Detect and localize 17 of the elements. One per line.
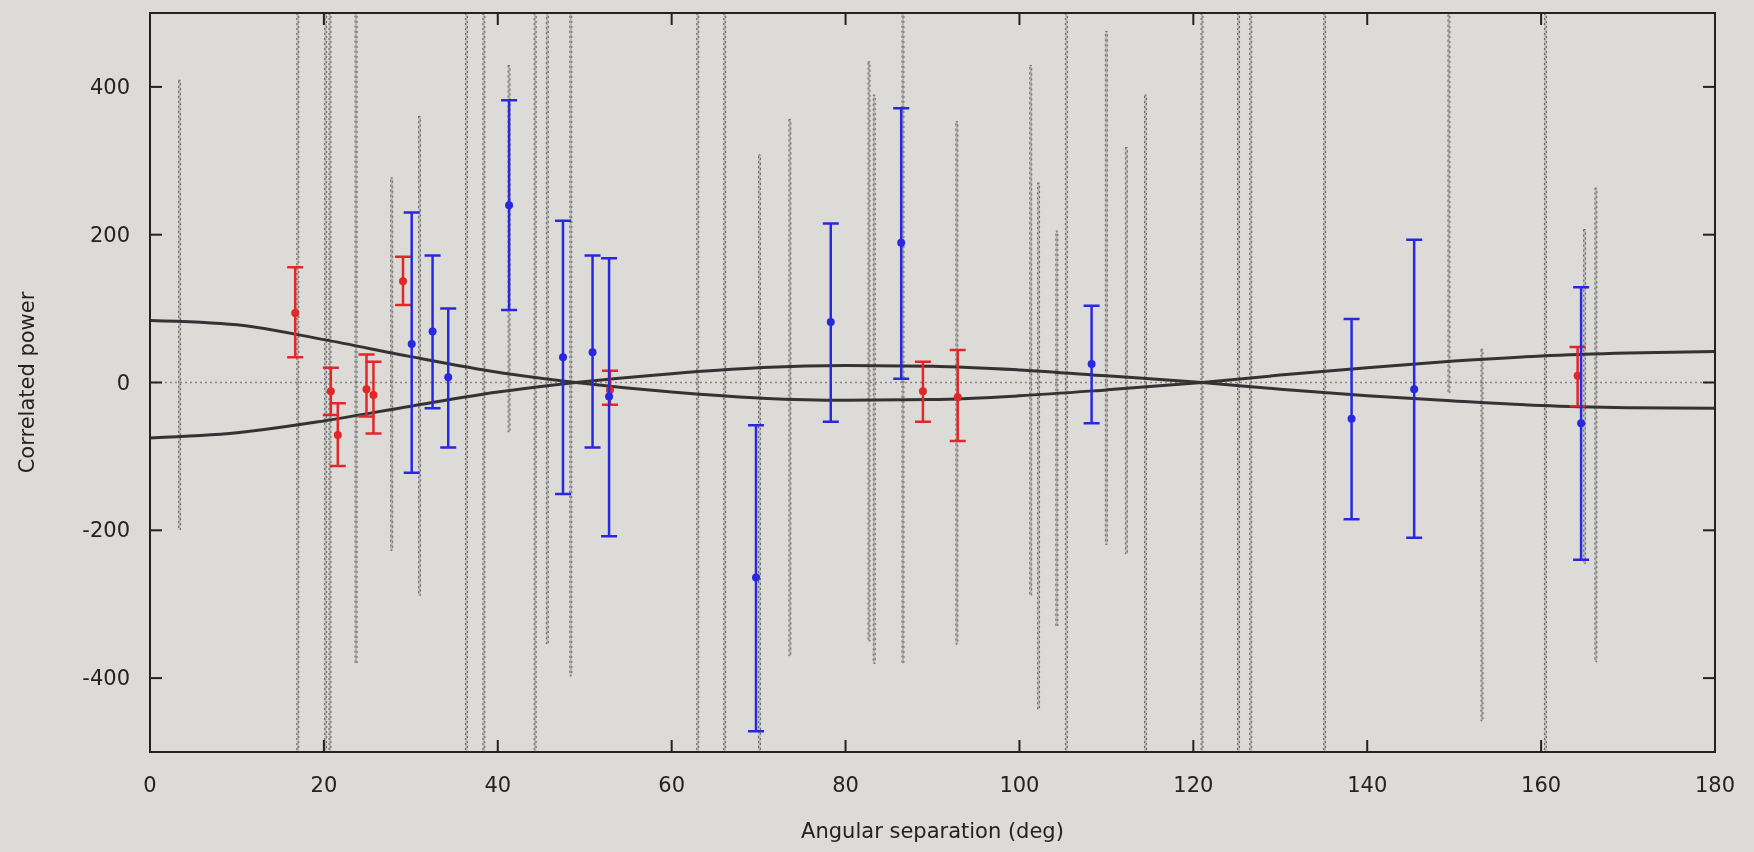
x-tick-label: 40: [484, 773, 512, 797]
y-tick-label: -200: [82, 518, 130, 543]
y-tick-label: 400: [89, 74, 130, 99]
x-axis-title: Angular separation (deg): [801, 819, 1064, 843]
x-tick-label: 120: [1173, 773, 1214, 797]
x-tick-label: 100: [999, 773, 1040, 797]
x-tick-label: 0: [143, 773, 157, 797]
y-tick-label: 0: [116, 370, 130, 395]
x-tick-label: 140: [1347, 773, 1388, 797]
y-axis-title: Correlated power: [15, 291, 39, 474]
x-tick-label: 80: [832, 773, 859, 797]
x-tick-label: 180: [1694, 773, 1736, 797]
x-tick-label: 60: [658, 773, 686, 797]
x-tick-label: 160: [1521, 773, 1562, 797]
y-tick-label: -400: [82, 666, 130, 691]
x-tick-label: 20: [310, 773, 338, 797]
y-tick-label: 200: [89, 222, 130, 247]
